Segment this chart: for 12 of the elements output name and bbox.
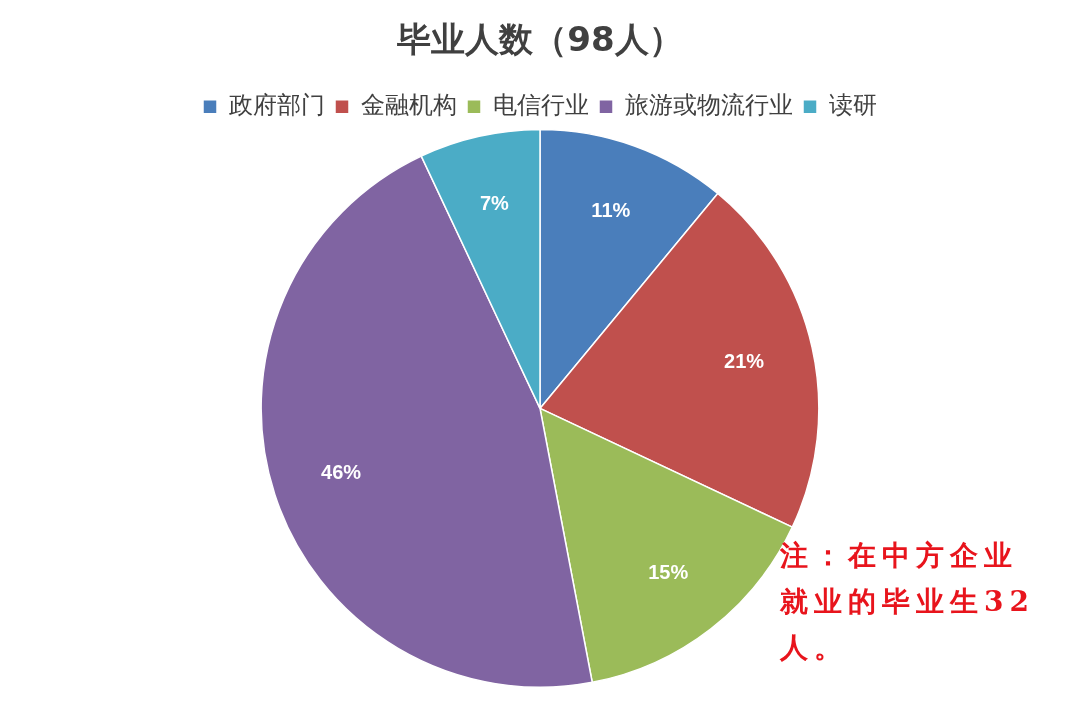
legend-label: 政府部门 bbox=[229, 91, 325, 120]
legend-label: 电信行业 bbox=[493, 91, 589, 120]
data-label: 7% bbox=[479, 191, 510, 214]
legend-label: 金融机构 bbox=[361, 91, 457, 120]
data-label: 11% bbox=[591, 199, 631, 222]
data-label: 21% bbox=[724, 350, 765, 373]
legend-label: 读研 bbox=[829, 91, 877, 120]
legend-label: 旅游或物流行业 bbox=[625, 91, 793, 120]
data-label: 15% bbox=[648, 561, 689, 584]
chart-title: 毕业人数（98人） bbox=[396, 19, 683, 60]
text: 注：在中方企业就业的毕业生32人。 bbox=[780, 538, 1036, 666]
data-label: 46% bbox=[321, 460, 362, 483]
